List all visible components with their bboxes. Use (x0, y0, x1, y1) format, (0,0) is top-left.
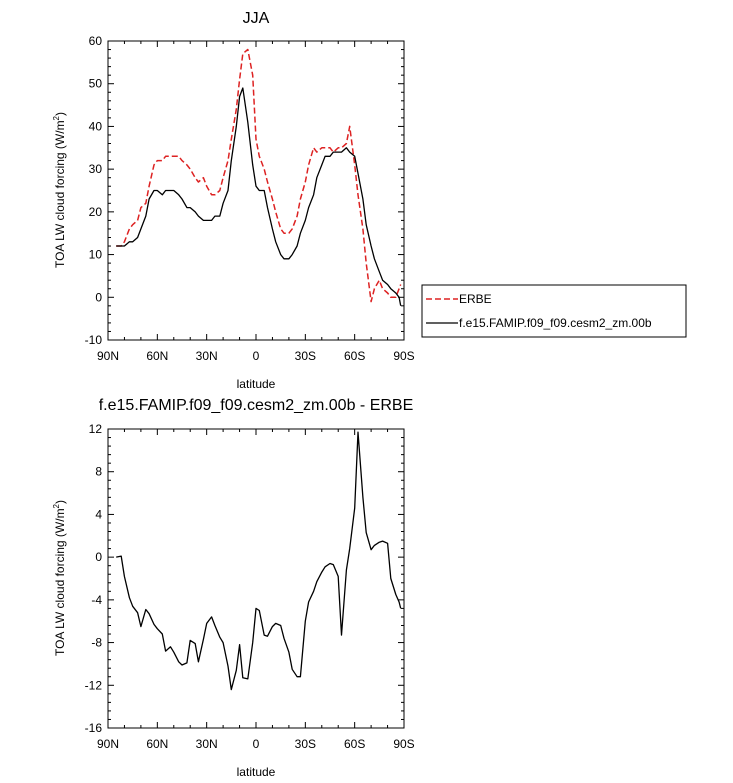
bottom-xtick-label: 0 (253, 737, 260, 751)
top-chart-title: JJA (243, 10, 270, 27)
bottom-ytick-label: -4 (91, 593, 102, 607)
bottom-ytick-label: -16 (85, 721, 103, 735)
bottom-xtick-label: 90S (393, 737, 414, 751)
bottom-xtick-label: 60N (146, 737, 168, 751)
top-x-axis-label: latitude (237, 377, 276, 391)
bottom-y-axis-label-end: ) (53, 500, 67, 504)
bottom-xtick-label: 30S (295, 737, 316, 751)
top-ytick-label: 20 (89, 205, 103, 219)
top-y-axis-label: TOA LW cloud forcing (W/m2) (52, 112, 67, 268)
top-ytick-label: -10 (85, 333, 103, 347)
bottom-ytick-label: 0 (95, 550, 102, 564)
bottom-ticks-layer: 90N 60N 30N 0 30S 60S 90S -16 -12 -8 -4 0 4 8 12 (85, 422, 415, 751)
bottom-chart: f.e15.FAMIP.f09_f09.cesm2_zm.00b - ERBE … (52, 397, 415, 779)
top-y-axis-label-sup: 2 (52, 115, 61, 120)
bottom-ytick-label: -12 (85, 678, 103, 692)
legend-model-label: f.e15.FAMIP.f09_f09.cesm2_zm.00b (459, 316, 652, 330)
top-xtick-label: 90S (393, 349, 414, 363)
bottom-ytick-label: 4 (95, 507, 102, 521)
top-ytick-label: 40 (89, 119, 103, 133)
bottom-x-axis-label: latitude (237, 765, 276, 779)
top-plot-frame (107, 40, 405, 341)
top-ytick-label: 60 (89, 34, 103, 48)
top-y-axis-label-end: ) (53, 112, 67, 116)
top-ytick-label: 50 (89, 77, 103, 91)
top-ticks-layer: 90N 60N 30N 0 30S 60S 90S -10 0 10 20 30 40 50 60 (85, 34, 415, 363)
top-xtick-label: 30S (295, 349, 316, 363)
bottom-xtick-label: 30N (196, 737, 218, 751)
top-xtick-label: 30N (196, 349, 218, 363)
bottom-y-axis-label: TOA LW cloud forcing (W/m2) (52, 500, 67, 656)
bottom-ytick-label: 8 (95, 465, 102, 479)
bottom-xtick-label: 60S (344, 737, 365, 751)
legend-box (421, 284, 687, 338)
bottom-ytick-label: 12 (89, 422, 103, 436)
top-series-line-1 (116, 87, 402, 306)
top-xtick-label: 60N (146, 349, 168, 363)
bottom-series-layer (116, 431, 402, 691)
bottom-plot-frame (107, 428, 405, 729)
top-ytick-label: 30 (89, 162, 103, 176)
bottom-xtick-label: 90N (97, 737, 119, 751)
legend-erbe-label: ERBE (459, 292, 492, 306)
top-ytick-label: 10 (89, 248, 103, 262)
legend: ERBE f.e15.FAMIP.f09_f09.cesm2_zm.00b (421, 284, 687, 338)
top-xtick-label: 60S (344, 349, 365, 363)
top-y-axis-label-main: TOA LW cloud forcing (W/m (53, 120, 67, 268)
bottom-ytick-label: -8 (91, 636, 102, 650)
top-series-line-0 (116, 48, 402, 303)
top-xtick-label: 0 (253, 349, 260, 363)
top-ytick-label: 0 (95, 290, 102, 304)
top-xtick-label: 90N (97, 349, 119, 363)
top-series-layer (116, 48, 402, 306)
top-chart: JJA 90N 60N 30N 0 30S 60S 90S-100102030405060 … (52, 10, 415, 391)
bottom-y-axis-label-sup: 2 (52, 503, 61, 508)
bottom-series-line-0 (116, 431, 402, 691)
bottom-chart-title: f.e15.FAMIP.f09_f09.cesm2_zm.00b - ERBE (99, 397, 414, 414)
bottom-y-axis-label-main: TOA LW cloud forcing (W/m (53, 508, 67, 656)
